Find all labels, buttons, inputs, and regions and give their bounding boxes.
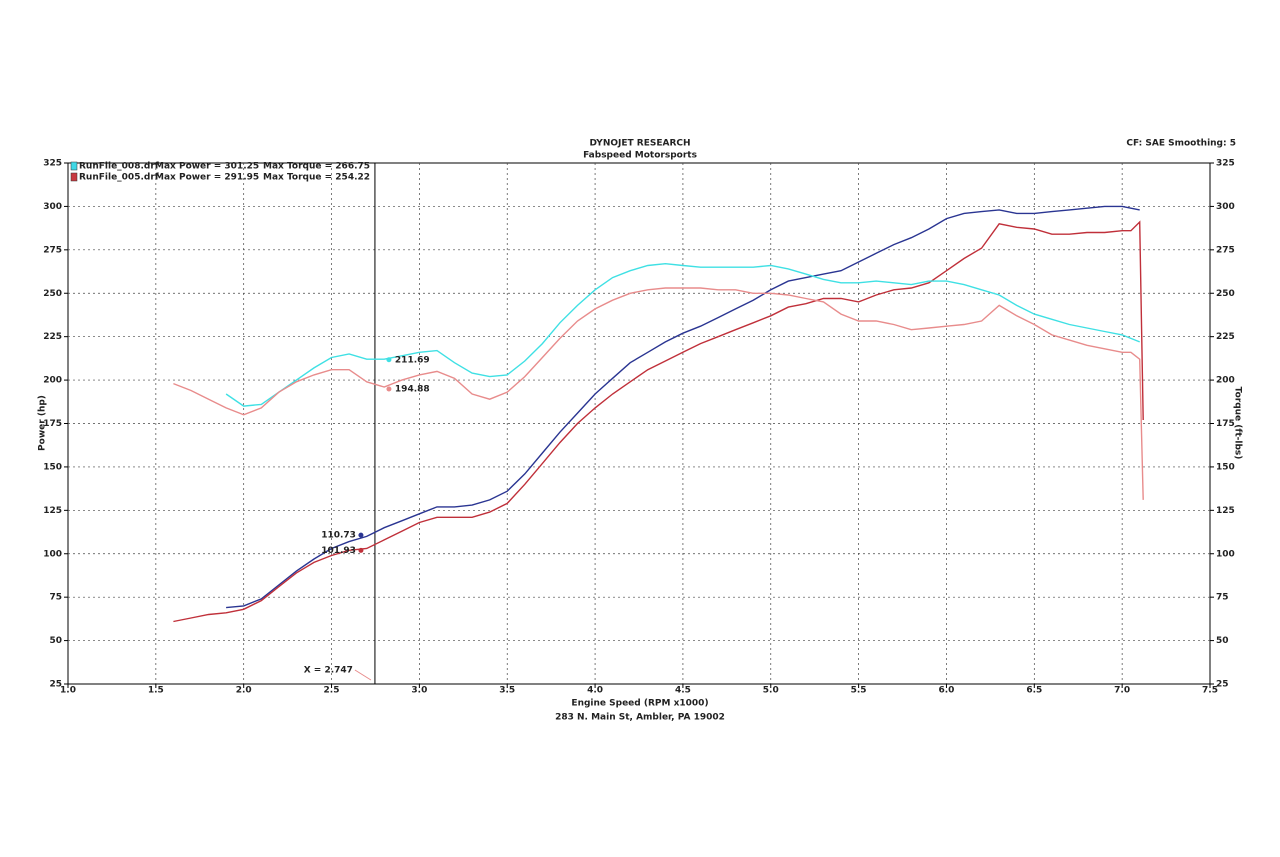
y-tick-label: 125 [43, 506, 62, 516]
y-tick-label: 250 [43, 289, 62, 299]
series-line [173, 220, 1144, 623]
y-tick-label: 225 [43, 332, 62, 342]
x-tick-label: 5.0 [763, 686, 779, 696]
settings-text: CF: SAE Smoothing: 5 [1126, 139, 1236, 149]
x-tick-label: 4.0 [587, 686, 603, 696]
legend-name: RunFile_008.drf [79, 162, 159, 172]
x-tick-label: 2.5 [324, 686, 340, 696]
cursor-value-label: 194.88 [395, 384, 430, 394]
cursor-value-label: 110.73 [321, 531, 356, 541]
series-line [173, 287, 1144, 500]
x-tick-label: 6.0 [938, 686, 954, 696]
legend-swatch [70, 172, 78, 182]
series-line [226, 205, 1140, 609]
y-tick-label: 25 [49, 680, 62, 690]
y2-tick-label: 75 [1216, 593, 1229, 603]
x-tick-label: 1.5 [148, 686, 164, 696]
cursor-label: X = 2.747 [304, 666, 353, 676]
chart-title: DYNOJET RESEARCH [589, 139, 690, 149]
y-tick-label: 325 [43, 159, 62, 169]
y2-tick-label: 25 [1216, 680, 1229, 690]
cursor-value-label: 211.69 [395, 355, 430, 365]
y2-tick-label: 200 [1216, 376, 1235, 386]
legend-torque: Max Torque = 266.75 [263, 162, 370, 172]
cursor-marker [386, 357, 392, 363]
cursor-marker [358, 547, 364, 553]
cursor-value-label: 101.93 [321, 546, 356, 556]
y2-tick-label: 175 [1216, 419, 1235, 429]
x-tick-label: 5.5 [851, 686, 867, 696]
x-tick-label: 1.0 [60, 686, 76, 696]
y-tick-label: 75 [49, 593, 62, 603]
x-tick-label: 7.0 [1114, 686, 1130, 696]
legend-swatch [70, 161, 78, 171]
legend-power: Max Power = 291.95 [155, 173, 259, 183]
series-line [225, 262, 1140, 407]
x-tick-label: 3.5 [499, 686, 515, 696]
legend-power: Max Power = 301.25 [155, 162, 259, 172]
chart-subtitle: Fabspeed Motorsports [583, 151, 697, 161]
y2-axis-label: Torque (ft-lbs) [1233, 387, 1243, 460]
x-tick-label: 2.0 [236, 686, 252, 696]
y-tick-label: 175 [43, 419, 62, 429]
y2-tick-label: 225 [1216, 332, 1235, 342]
y-axis-label: Power (hp) [38, 395, 48, 451]
x-tick-label: 3.0 [411, 686, 427, 696]
y2-tick-label: 300 [1216, 202, 1235, 212]
x-axis-label: Engine Speed (RPM x1000) [571, 699, 708, 709]
y2-tick-label: 100 [1216, 549, 1235, 559]
y2-tick-label: 50 [1216, 636, 1229, 646]
footer: 283 N. Main St, Ambler, PA 19002 [555, 713, 725, 723]
y2-tick-label: 275 [1216, 245, 1235, 255]
y2-tick-label: 150 [1216, 462, 1235, 472]
y-tick-label: 275 [43, 245, 62, 255]
x-tick-label: 4.5 [675, 686, 691, 696]
y-tick-label: 300 [43, 202, 62, 212]
cursor-marker [386, 386, 392, 392]
cursor-marker [358, 532, 364, 538]
y2-tick-label: 250 [1216, 289, 1235, 299]
legend-torque: Max Torque = 254.22 [263, 173, 370, 183]
y-tick-label: 50 [49, 636, 62, 646]
y2-tick-label: 125 [1216, 506, 1235, 516]
y-tick-label: 150 [43, 462, 62, 472]
x-tick-label: 6.5 [1026, 686, 1042, 696]
y-tick-label: 100 [43, 549, 62, 559]
y-tick-label: 200 [43, 376, 62, 386]
x-tick-label: 7.5 [1202, 686, 1218, 696]
y2-tick-label: 325 [1216, 159, 1235, 169]
legend-name: RunFile_005.drf [79, 173, 159, 183]
cursor-pointer [354, 669, 372, 681]
